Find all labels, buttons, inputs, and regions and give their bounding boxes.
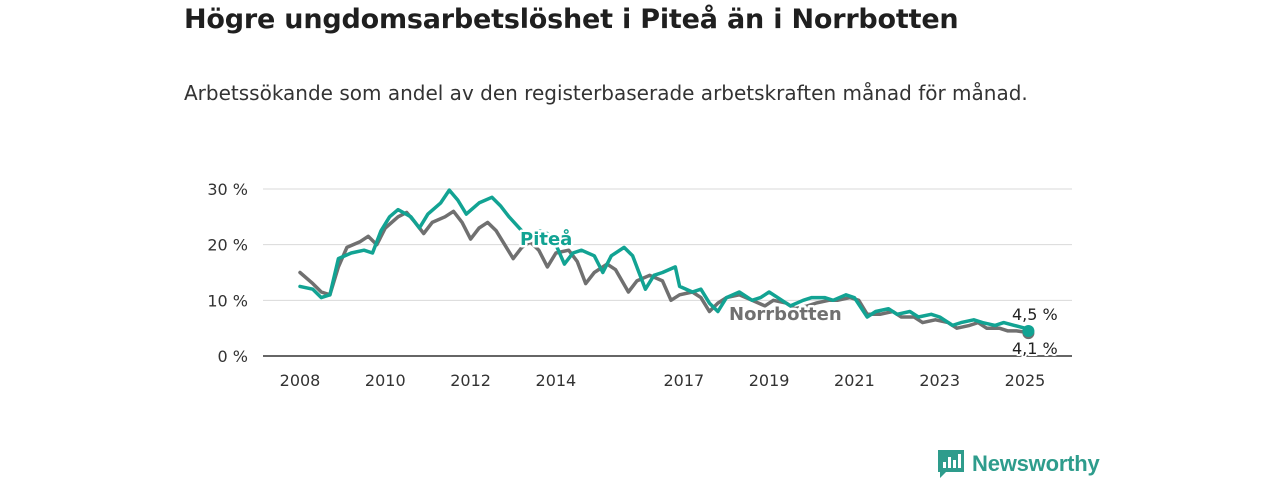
y-tick-label: 30 %: [207, 180, 248, 199]
x-tick-label: 2017: [663, 371, 704, 390]
y-tick-label: 20 %: [207, 236, 248, 255]
chart-subtitle: Arbetssökande som andel av den registerb…: [184, 81, 1028, 105]
x-tick-label: 2019: [749, 371, 790, 390]
x-axis-ticks: 2008 2010 2012 2014 2017 2019 2021 2023 2025: [280, 371, 1046, 390]
x-tick-label: 2025: [1005, 371, 1046, 390]
x-tick-label: 2014: [536, 371, 577, 390]
x-tick-label: 2021: [834, 371, 875, 390]
gridlines: [263, 188, 1072, 357]
y-tick-label: 10 %: [207, 291, 248, 310]
chart-title: Högre ungdomsarbetslöshet i Piteå än i N…: [184, 4, 959, 35]
series-end-marker: [1022, 324, 1035, 337]
x-tick-label: 2010: [365, 371, 406, 390]
series-end-value-label: 4,1 %: [1012, 339, 1058, 358]
series-name-label: Piteå: [520, 228, 572, 250]
series-labels: Norrbotten 4,1 % Piteå 4,5 %: [518, 226, 1060, 361]
series-lines: [298, 188, 1035, 340]
y-axis-ticks: 0 % 10 % 20 % 30 %: [207, 180, 248, 366]
series-line-pitea: [298, 188, 1031, 333]
brand-name: Newsworthy: [972, 451, 1100, 476]
x-tick-label: 2008: [280, 371, 321, 390]
x-tick-label: 2023: [919, 371, 960, 390]
series-end-value-label: 4,5 %: [1012, 305, 1058, 324]
y-tick-label: 0 %: [218, 347, 248, 366]
newsworthy-logo-icon: [938, 450, 964, 478]
x-tick-label: 2012: [450, 371, 491, 390]
brand-logo: Newsworthy: [938, 450, 1100, 478]
series-name-label: Norrbotten: [729, 304, 842, 325]
